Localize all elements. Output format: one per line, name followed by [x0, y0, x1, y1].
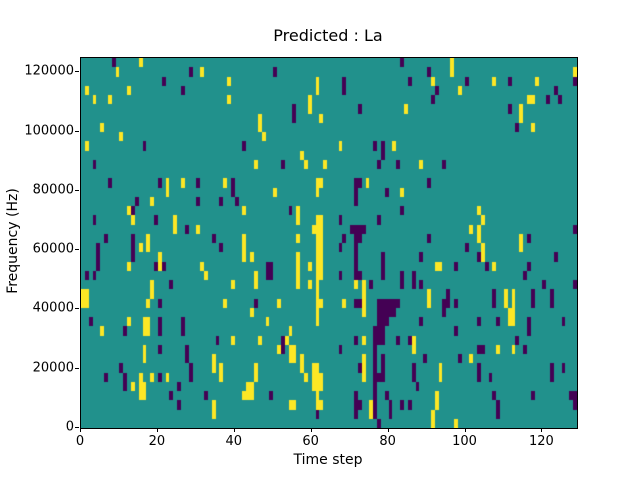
y-tick-label: 20000: [32, 360, 74, 376]
x-tick-label: 0: [75, 434, 85, 449]
x-tick-mark: [233, 428, 235, 432]
plot-title: Predicted : La: [273, 26, 383, 45]
x-tick-label: 120: [528, 434, 554, 449]
y-tick-mark: [75, 249, 79, 251]
y-tick-label: 80000: [32, 182, 74, 198]
y-tick-mark: [75, 427, 79, 428]
y-tick-label: 120000: [24, 63, 74, 79]
x-tick-mark: [541, 428, 543, 432]
x-tick-label: 60: [302, 434, 319, 449]
x-tick-label: 20: [148, 434, 166, 449]
x-tick-mark: [464, 428, 466, 432]
x-axis-label: Time step: [293, 452, 363, 468]
x-tick-mark: [156, 428, 158, 432]
y-tick-label: 0: [65, 419, 74, 435]
x-tick-mark: [80, 428, 81, 432]
heatmap-canvas: [81, 58, 577, 428]
y-tick-mark: [75, 367, 79, 369]
plot-area: [80, 57, 578, 429]
y-tick-label: 40000: [32, 300, 74, 316]
y-tick-mark: [75, 189, 79, 191]
x-tick-mark: [310, 428, 312, 432]
y-tick-mark: [75, 308, 79, 310]
x-tick-label: 40: [225, 434, 243, 449]
y-tick-mark: [75, 130, 79, 132]
x-tick-label: 100: [452, 434, 477, 449]
y-axis-label: Frequency (Hz): [5, 188, 21, 294]
y-tick-mark: [75, 71, 79, 73]
y-tick-label: 100000: [24, 123, 74, 138]
x-tick-label: 80: [379, 434, 396, 449]
y-tick-label: 60000: [32, 241, 74, 257]
x-tick-mark: [387, 428, 389, 432]
